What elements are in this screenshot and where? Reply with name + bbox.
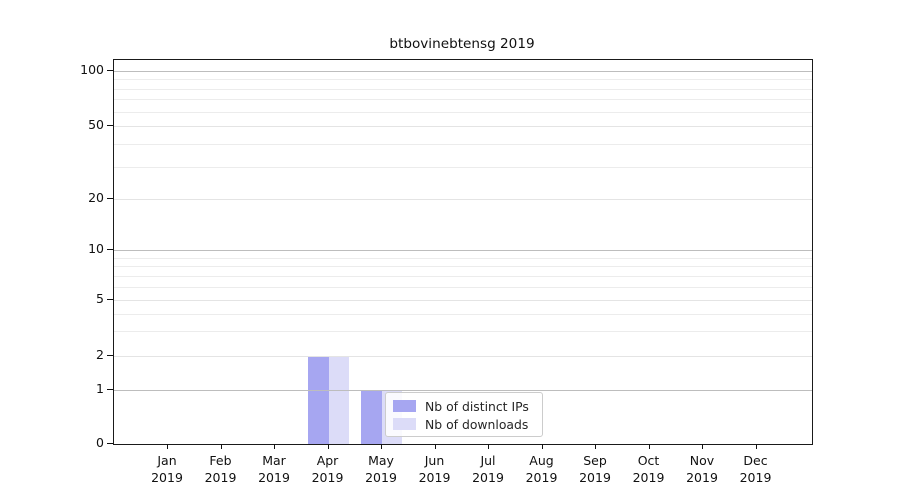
y-tick-label-0: 0: [96, 435, 104, 450]
gridline-y-40: [114, 143, 812, 145]
y-tick-label-1: 1: [96, 381, 104, 396]
chart-title: btbovinebtensg 2019: [389, 36, 535, 52]
x-tick-label-jul: Jul 2019: [460, 452, 516, 486]
gridline-y-1: [114, 390, 812, 391]
x-tick-label-jan: Jan 2019: [139, 452, 195, 486]
x-tick-label-aug: Aug 2019: [514, 452, 570, 486]
x-tick-label-dec: Dec 2019: [728, 452, 784, 486]
y-tick-mark: [107, 355, 113, 357]
y-tick-mark: [107, 70, 113, 72]
x-tick-mark: [755, 444, 757, 449]
gridline-y-9: [114, 257, 812, 259]
x-tick-label-oct: Oct 2019: [621, 452, 677, 486]
x-tick-label-feb: Feb 2019: [193, 452, 249, 486]
y-tick-mark: [107, 443, 113, 445]
y-tick-mark: [107, 389, 113, 391]
gridline-y-80: [114, 88, 812, 90]
legend-swatch-downloads: [393, 418, 416, 430]
x-tick-year: 2019: [739, 470, 772, 485]
x-tick-mark: [167, 444, 169, 449]
y-tick-label-100: 100: [80, 62, 104, 77]
gridline-y-2: [114, 356, 812, 357]
x-tick-year: 2019: [365, 470, 397, 485]
x-tick-year: 2019: [311, 470, 344, 485]
x-tick-year: 2019: [686, 470, 718, 485]
x-tick-year: 2019: [418, 470, 451, 485]
x-tick-year: 2019: [525, 470, 558, 485]
legend-swatch-distinct-ips: [393, 400, 416, 412]
bar-nb-of-distinct-ips-may: [361, 390, 382, 444]
gridline-y-6: [114, 286, 812, 288]
x-tick-year: 2019: [151, 470, 183, 485]
x-tick-label-may: May 2019: [353, 452, 409, 486]
gridline-y-10: [114, 250, 812, 251]
y-tick-mark: [107, 198, 113, 200]
x-tick-mark: [702, 444, 704, 449]
gridline-y-8: [114, 266, 812, 268]
gridline-y-30: [114, 166, 812, 168]
gridline-y-50: [114, 126, 812, 127]
gridline-y-100: [114, 71, 812, 72]
gridline-y-7: [114, 275, 812, 277]
x-tick-mark: [434, 444, 436, 449]
x-tick-label-mar: Mar 2019: [246, 452, 302, 486]
x-tick-year: 2019: [204, 470, 237, 485]
x-tick-mark: [488, 444, 490, 449]
gridline-y-5: [114, 300, 812, 301]
gridline-y-90: [114, 79, 812, 81]
legend-item-distinct-ips: Nb of distinct IPs: [393, 398, 534, 414]
x-tick-mark: [327, 444, 329, 449]
y-tick-label-2: 2: [96, 347, 104, 362]
legend-label-downloads: Nb of downloads: [425, 416, 529, 432]
y-tick-label-10: 10: [88, 241, 104, 256]
y-tick-label-50: 50: [88, 117, 104, 132]
gridline-y-3: [114, 331, 812, 333]
gridline-y-60: [114, 111, 812, 113]
legend-label-distinct-ips: Nb of distinct IPs: [425, 398, 529, 414]
x-tick-mark: [220, 444, 222, 449]
y-tick-mark: [107, 125, 113, 127]
x-tick-year: 2019: [579, 470, 611, 485]
x-tick-year: 2019: [472, 470, 504, 485]
x-tick-label-apr: Apr 2019: [300, 452, 356, 486]
bar-nb-of-downloads-apr: [328, 356, 349, 444]
legend: Nb of distinct IPs Nb of downloads: [385, 392, 543, 437]
x-tick-label-jun: Jun 2019: [407, 452, 463, 486]
y-tick-label-5: 5: [96, 291, 104, 306]
gridline-y-4: [114, 313, 812, 315]
gridline-y-20: [114, 199, 812, 200]
x-tick-label-nov: Nov 2019: [674, 452, 730, 486]
x-tick-year: 2019: [632, 470, 665, 485]
y-tick-label-20: 20: [88, 190, 104, 205]
x-tick-mark: [381, 444, 383, 449]
plot-area: [113, 59, 813, 445]
x-tick-mark: [648, 444, 650, 449]
legend-item-downloads: Nb of downloads: [393, 416, 534, 432]
x-tick-label-sep: Sep 2019: [567, 452, 623, 486]
x-tick-mark: [595, 444, 597, 449]
grid-layer: [114, 60, 812, 444]
x-tick-year: 2019: [258, 470, 290, 485]
x-tick-mark: [274, 444, 276, 449]
y-tick-mark: [107, 299, 113, 301]
bar-nb-of-distinct-ips-apr: [307, 356, 329, 444]
y-tick-mark: [107, 249, 113, 251]
x-tick-mark: [541, 444, 543, 449]
gridline-y-70: [114, 99, 812, 101]
